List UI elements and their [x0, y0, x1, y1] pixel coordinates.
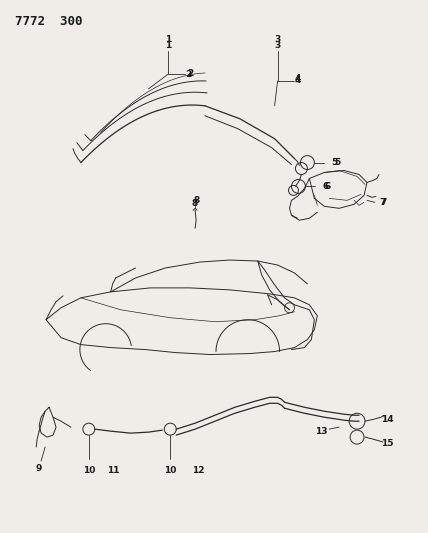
- Text: 12: 12: [192, 466, 204, 475]
- Text: 15: 15: [380, 439, 393, 448]
- Text: 5: 5: [331, 158, 337, 167]
- Text: 8: 8: [192, 199, 198, 208]
- Text: 1: 1: [165, 35, 172, 44]
- Text: 2: 2: [187, 69, 193, 77]
- Text: 4: 4: [294, 76, 300, 85]
- Text: 1: 1: [165, 41, 172, 50]
- Text: 2: 2: [185, 69, 191, 78]
- Text: 3: 3: [274, 35, 281, 44]
- Text: 3: 3: [274, 41, 281, 50]
- Text: 11: 11: [107, 466, 120, 475]
- Text: 7772  300: 7772 300: [15, 15, 83, 28]
- Text: 5: 5: [334, 158, 340, 167]
- Text: 10: 10: [83, 466, 95, 475]
- Text: 10: 10: [164, 466, 176, 475]
- Text: 6: 6: [324, 182, 330, 191]
- Text: 4: 4: [294, 75, 300, 84]
- Text: 13: 13: [315, 426, 327, 435]
- Text: 9: 9: [36, 464, 42, 473]
- Text: 7: 7: [380, 198, 387, 207]
- Text: 14: 14: [380, 415, 393, 424]
- Text: 7: 7: [380, 198, 386, 207]
- Text: 8: 8: [194, 196, 200, 205]
- Text: 6: 6: [322, 182, 328, 191]
